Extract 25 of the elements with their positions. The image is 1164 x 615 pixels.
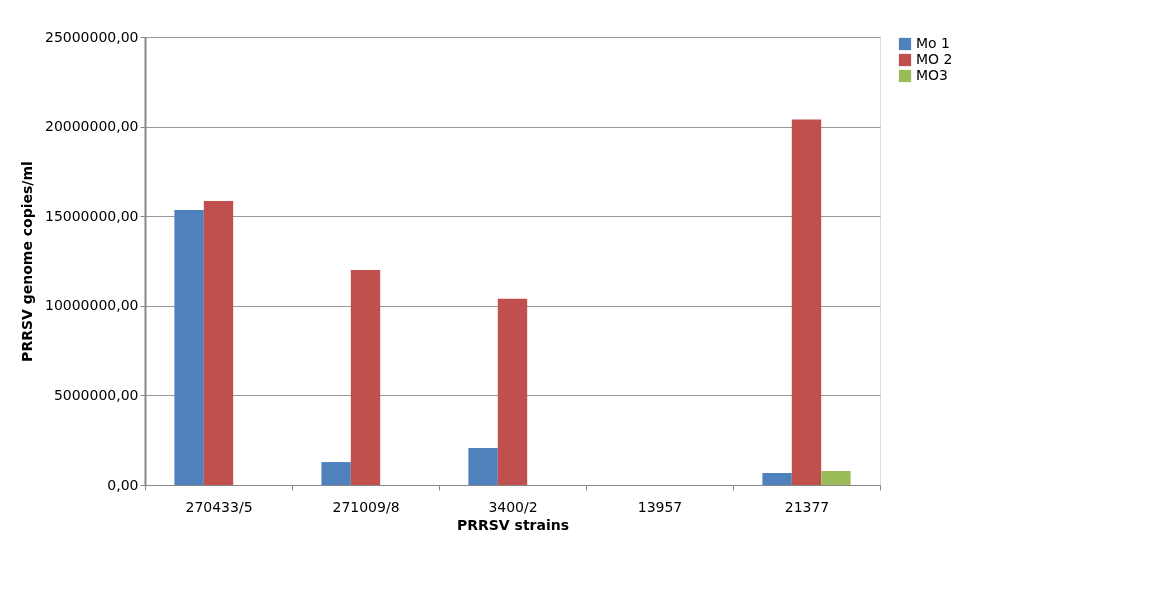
bar <box>468 448 498 485</box>
bar <box>791 119 822 485</box>
y-axis-title: PRRSV genome copies/ml <box>18 161 35 362</box>
bar <box>350 269 381 485</box>
x-tick-label: 270433/5 <box>185 498 253 515</box>
bar <box>203 200 234 485</box>
bar <box>762 472 792 485</box>
y-tick-label: 20000000,00 <box>44 118 139 135</box>
bar <box>174 209 204 485</box>
x-tick-label: 271009/8 <box>332 498 400 515</box>
y-tick-label: 0,00 <box>107 476 139 493</box>
legend-label: MO3 <box>916 67 949 83</box>
legend-label: MO 2 <box>916 51 953 67</box>
y-tick-label: 25000000,00 <box>44 28 139 45</box>
x-tick-label: 21377 <box>784 498 830 515</box>
bar <box>497 298 528 485</box>
x-axis-title: PRRSV strains <box>456 516 570 533</box>
y-tick-label: 10000000,00 <box>44 297 139 314</box>
y-tick-label: 15000000,00 <box>44 207 139 224</box>
bar <box>821 471 851 485</box>
x-tick-label: 3400/2 <box>488 498 538 515</box>
x-tick-label: 13957 <box>637 498 683 515</box>
legend-label: Mo 1 <box>916 35 951 51</box>
y-tick-label: 5000000,00 <box>53 386 139 403</box>
bar <box>321 462 351 485</box>
